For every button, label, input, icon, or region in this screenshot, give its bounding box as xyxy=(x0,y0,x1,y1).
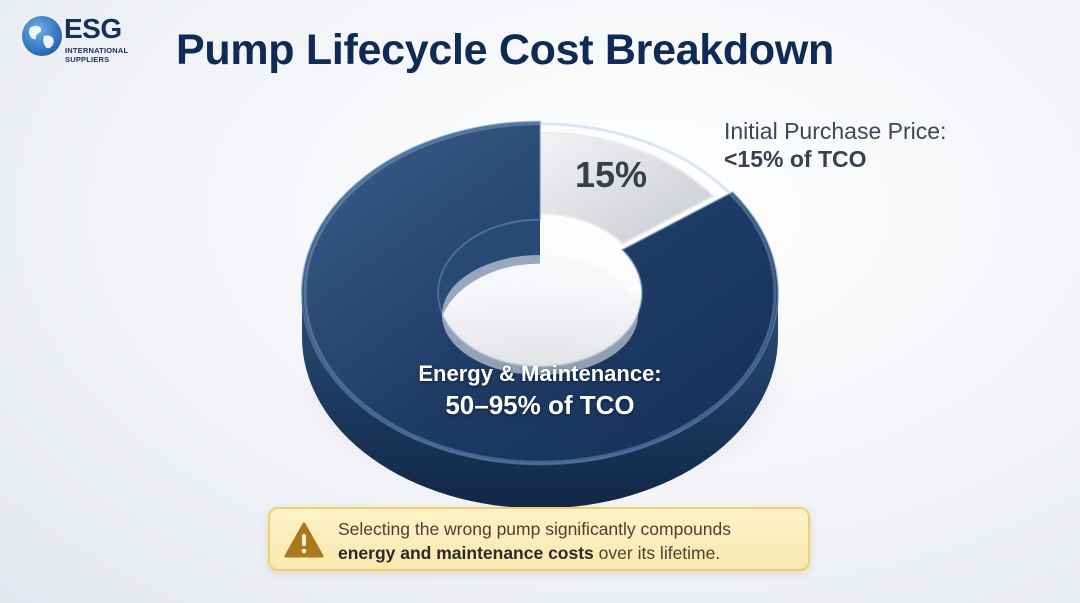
globe-icon xyxy=(22,16,62,56)
warning-callout: Selecting the wrong pump significantly c… xyxy=(268,507,810,571)
purchase-annotation-line2: <15% of TCO xyxy=(724,146,867,172)
logo-subtitle-line2: SUPPLIERS xyxy=(65,55,110,64)
slice-hole-wall-1 xyxy=(438,219,540,337)
energy-annotation-line1: Energy & Maintenance: xyxy=(418,361,662,386)
logo-wordmark: ESG xyxy=(64,13,122,44)
warning-text-end: over its lifetime. xyxy=(593,543,721,563)
slice-value-label-purchase: 15% xyxy=(575,154,647,195)
warning-message: Selecting the wrong pump significantly c… xyxy=(338,517,731,565)
slice-side-1 xyxy=(302,293,779,509)
donut-hole xyxy=(442,255,638,375)
purchase-annotation-line1: Initial Purchase Price: xyxy=(724,118,947,144)
logo-subtitle-line1: INTERNATIONAL xyxy=(65,46,129,55)
warning-text-emphasis: energy and maintenance costs xyxy=(338,543,594,563)
purchase-price-annotation: Initial Purchase Price: <15% of TCO xyxy=(724,117,946,173)
warning-triangle-icon xyxy=(284,522,324,558)
slice-initial-purchase-price xyxy=(539,131,715,246)
donut-rim-highlight xyxy=(303,122,777,464)
energy-maintenance-annotation: Energy & Maintenance: 50–95% of TCO xyxy=(380,360,700,422)
warning-text-line1: Selecting the wrong pump significantly c… xyxy=(338,519,731,539)
company-logo: ESG INTERNATIONAL SUPPLIERS xyxy=(20,14,150,66)
energy-annotation-line2: 50–95% of TCO xyxy=(445,390,635,420)
page-title: Pump Lifecycle Cost Breakdown xyxy=(176,26,834,74)
